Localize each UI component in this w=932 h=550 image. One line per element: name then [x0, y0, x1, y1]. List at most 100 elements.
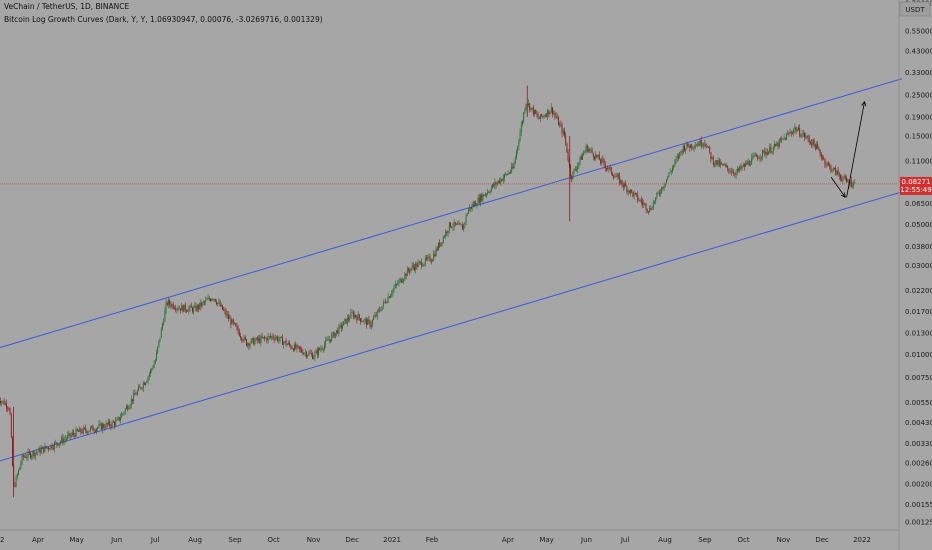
candle-body	[610, 167, 612, 174]
candle-body	[145, 382, 147, 385]
candle-body	[614, 176, 616, 178]
candle-body	[99, 423, 101, 425]
candle-body	[696, 145, 697, 147]
candle-body	[139, 386, 141, 388]
candle-body	[132, 399, 133, 402]
candle-body	[762, 150, 763, 157]
candle-body	[326, 339, 328, 341]
candle-body	[313, 357, 315, 359]
candle-body	[45, 446, 47, 448]
candle-body	[596, 154, 598, 157]
candle-body	[309, 352, 311, 354]
candle-body	[786, 134, 787, 140]
candle-body	[36, 452, 37, 454]
candle-body	[678, 156, 679, 158]
candle-body	[727, 165, 729, 169]
candle-body	[631, 189, 633, 192]
candle-body	[682, 145, 684, 153]
candle-body	[289, 342, 291, 346]
candle-body	[616, 175, 618, 177]
candle-body	[639, 199, 641, 201]
candle-body	[121, 413, 123, 418]
candle-body	[76, 429, 78, 431]
candle-body	[604, 164, 606, 169]
candle-body	[156, 352, 157, 361]
currency-box[interactable]	[899, 1, 931, 17]
candle-body	[350, 312, 352, 319]
candle-body	[16, 474, 18, 477]
candle-body	[63, 439, 65, 443]
candle-body	[488, 191, 490, 193]
candle-body	[804, 133, 805, 138]
candle-body	[688, 146, 690, 148]
candles	[0, 85, 856, 498]
candle-body	[525, 104, 527, 111]
candle-body	[332, 332, 334, 335]
candle-body	[160, 328, 162, 338]
candle-body	[774, 144, 775, 148]
candle-body	[34, 452, 36, 457]
candle-body	[397, 284, 399, 285]
candle-body	[420, 261, 421, 263]
candle-body	[840, 175, 841, 179]
candle-body	[250, 339, 252, 344]
y-tick-label: 0.43000	[905, 48, 932, 56]
candle-body	[834, 168, 835, 169]
candle-body	[373, 317, 375, 320]
candle-body	[291, 348, 293, 349]
candle-body	[7, 407, 9, 409]
candle-body	[298, 346, 300, 349]
candle-body	[237, 327, 239, 332]
candle-body	[626, 186, 628, 192]
candle-body	[387, 296, 389, 303]
candle-body	[777, 143, 779, 147]
candle-body	[775, 144, 777, 146]
candle-body	[478, 197, 480, 203]
candle-body	[345, 319, 347, 324]
candle-body	[814, 144, 816, 150]
candle-body	[274, 337, 276, 340]
candle-body	[169, 300, 171, 305]
candle-body	[790, 132, 792, 133]
candle-body	[825, 164, 827, 166]
candle-body	[652, 202, 654, 209]
candle-body	[516, 150, 517, 158]
candle-body	[127, 406, 129, 410]
candle-body	[114, 422, 115, 426]
candle-body	[711, 157, 713, 159]
candle-body	[171, 304, 173, 307]
candle-body	[322, 349, 324, 350]
candle-body	[524, 110, 526, 113]
candle-body	[679, 151, 681, 158]
candle-body	[694, 145, 696, 148]
candle-body	[56, 442, 58, 445]
candle-body	[358, 314, 360, 319]
y-tick-label: 0.00430	[905, 419, 932, 427]
candle-body	[642, 201, 643, 205]
candle-body	[690, 144, 691, 148]
candle-body	[798, 127, 799, 131]
candle-body	[283, 342, 285, 345]
candle-body	[24, 456, 25, 458]
candle-body	[108, 421, 109, 425]
candle-body	[482, 194, 484, 201]
time-axis[interactable]: Apr May Jun Jul Aug Sep Oct Nov Dec 2021 Feb Apr May…	[0, 529, 898, 544]
candle-body	[207, 297, 209, 300]
price-axis[interactable]: 0.780000.550000.430000.330000.250000.190…	[898, 0, 932, 550]
candle-body	[244, 336, 246, 340]
candle-body	[324, 344, 325, 350]
candle-body	[52, 448, 54, 450]
candle-body	[781, 138, 783, 141]
candle-body	[793, 129, 795, 134]
arrow-head	[861, 101, 865, 106]
candle-body	[123, 412, 125, 414]
candle-body	[88, 430, 90, 432]
candle-body	[801, 134, 803, 137]
candle-body	[168, 300, 169, 305]
candle-body	[385, 301, 387, 303]
candle-body	[74, 434, 76, 437]
candle-body	[439, 242, 441, 247]
channel-line	[0, 78, 903, 349]
